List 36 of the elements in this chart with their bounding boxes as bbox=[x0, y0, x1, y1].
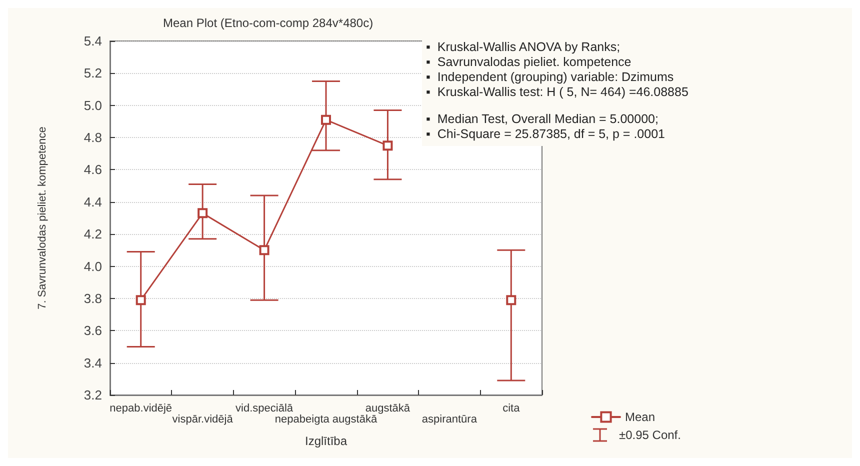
y-tick-label: 4.8 bbox=[84, 130, 102, 146]
x-tick-label: nepab.vidējē bbox=[110, 402, 172, 414]
point bbox=[321, 114, 331, 125]
y-axis-title: 7. Savrunvalodas pieliet. kompetence bbox=[36, 126, 48, 310]
y-tick-label: 4.2 bbox=[84, 226, 102, 242]
y-tick-label: 3.6 bbox=[84, 323, 102, 338]
y-tick-label: 4.0 bbox=[84, 258, 102, 274]
annotation: ▪ Kruskal-Wallis test: H ( 5, N= 464) =46.08885 bbox=[426, 85, 688, 100]
annotation: ▪ Chi-Square = 25.87385, df = 5, p = .0001 bbox=[426, 127, 666, 142]
point bbox=[198, 208, 208, 218]
y-tick-label: 3.8 bbox=[84, 290, 102, 306]
annotation: ▪ Kruskal-Wallis ANOVA by Ranks; bbox=[426, 40, 622, 55]
x-tick-label: vid.speciālā bbox=[236, 402, 294, 414]
text: ±0.95 Conf. bbox=[619, 428, 681, 442]
y-tick-label: 5.0 bbox=[84, 98, 102, 113]
x-tick-label: augstākā bbox=[365, 402, 411, 414]
y-tick-label: 4.4 bbox=[84, 194, 102, 210]
legend-label: Mean bbox=[625, 410, 656, 424]
point bbox=[136, 295, 146, 306]
y-tick-label: 5.2 bbox=[84, 66, 102, 81]
y-tick-label: 4.6 bbox=[84, 162, 102, 178]
x-tick-label: nepabeigta augstākā bbox=[274, 414, 378, 426]
annotation: ▪ Median Test, Overall Median = 5.00000; bbox=[426, 112, 660, 127]
annotation: ▪ Savrunvalodas pieliet. kompetence bbox=[426, 55, 632, 70]
point bbox=[506, 295, 516, 306]
point bbox=[259, 245, 270, 256]
x-tick-label: cita bbox=[502, 402, 521, 414]
chart-title: Mean Plot (Etno-com-comp 284v*480c) bbox=[163, 16, 374, 30]
y-tick-label: 5.4 bbox=[84, 34, 102, 48]
x-axis-title: Izglītība bbox=[304, 434, 348, 448]
y-tick-label: 3.2 bbox=[84, 388, 102, 402]
y-tick-label: 3.4 bbox=[84, 355, 102, 370]
x-tick-label: aspirantūra bbox=[422, 414, 478, 426]
x-tick-label: vispār.vidējā bbox=[172, 414, 234, 426]
point bbox=[382, 140, 393, 151]
annotation: ▪ Independent (grouping) variable: Dzimums bbox=[426, 70, 675, 85]
